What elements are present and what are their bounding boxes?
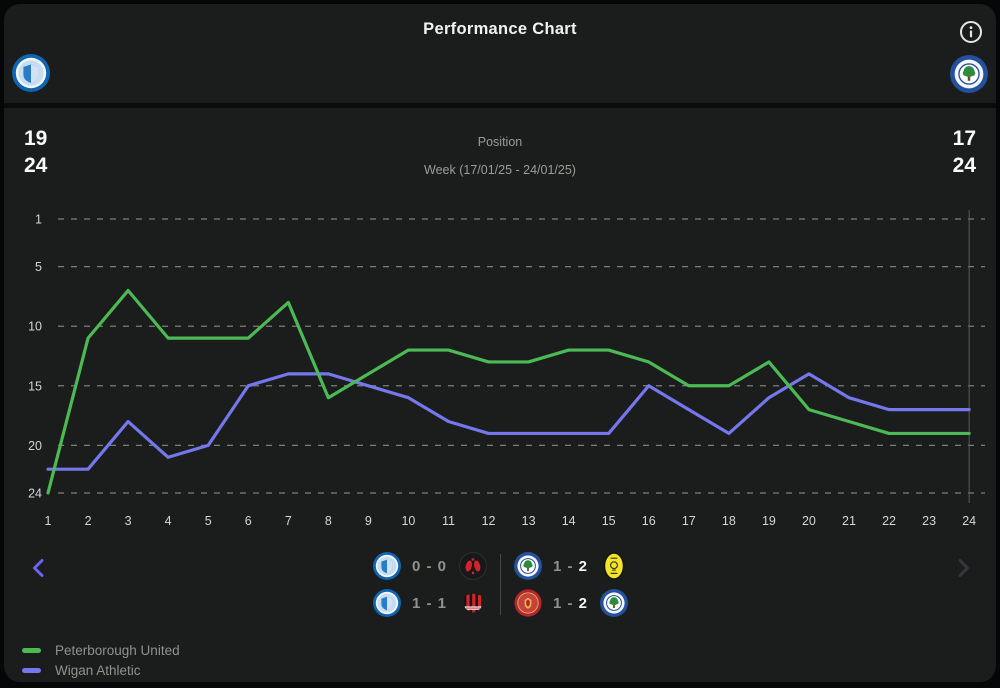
x-tick-label: 2 — [85, 514, 92, 528]
page-title: Performance Chart — [423, 20, 577, 38]
y-tick-label: 5 — [35, 260, 42, 274]
exeter-city-badge — [459, 589, 487, 617]
burton-albion-badge — [600, 552, 628, 580]
home-position-block: 19 24 — [24, 125, 47, 179]
x-tick-label: 7 — [285, 514, 292, 528]
x-tick-label: 9 — [365, 514, 372, 528]
peterborough-badge — [12, 54, 50, 92]
stevenage-badge — [513, 589, 542, 617]
score: 1 - 2 — [552, 557, 589, 575]
away-position: 17 — [952, 127, 976, 150]
peterborough-line-swatch — [22, 647, 41, 653]
x-tick-label: 21 — [842, 514, 856, 528]
performance-chart-card: Performance Chart 19 24 — [4, 4, 996, 682]
info-icon[interactable] — [958, 19, 984, 45]
x-tick-label: 4 — [165, 514, 172, 528]
x-axis-title: Week (17/01/25 - 24/01/25) — [424, 163, 576, 177]
away-team-results-column: 1 - 2 — [513, 552, 628, 617]
wigan-badge — [599, 589, 628, 617]
x-tick-label: 24 — [962, 514, 976, 528]
legend-item-wigan: Wigan Athletic — [22, 662, 180, 678]
score: 0 - 0 — [411, 557, 448, 575]
y-tick-label: 1 — [35, 213, 42, 227]
home-total-teams: 24 — [24, 154, 48, 177]
x-tick-label: 10 — [401, 514, 415, 528]
legend-label: Peterborough United — [55, 642, 180, 658]
x-tick-label: 8 — [325, 514, 332, 528]
x-tick-label: 18 — [722, 514, 736, 528]
peterborough-badge — [372, 589, 401, 617]
wigan-badge — [950, 55, 988, 93]
home-team-results-column: 0 - 0 — [372, 552, 487, 617]
x-tick-label: 22 — [882, 514, 896, 528]
score: 1 - 1 — [411, 594, 448, 612]
x-tick-label: 19 — [762, 514, 776, 528]
x-tick-label: 20 — [802, 514, 816, 528]
series-line-peterborough-united — [46, 288, 971, 495]
match-result: 1 - 1 — [372, 589, 487, 617]
match-result: 0 - 0 — [372, 552, 487, 580]
match-result: 1 - 2 — [513, 589, 628, 617]
away-total-teams: 24 — [952, 154, 976, 177]
legend-label: Wigan Athletic — [55, 662, 141, 678]
match-result: 1 - 2 — [513, 552, 628, 580]
peterborough-badge — [372, 552, 401, 580]
home-position: 19 — [24, 127, 48, 150]
x-tick-label: 5 — [205, 514, 212, 528]
leyton-orient-badge — [458, 552, 487, 580]
y-tick-label: 20 — [28, 439, 42, 453]
wigan-line-swatch — [22, 667, 41, 673]
x-tick-label: 14 — [562, 514, 576, 528]
legend-item-peterborough: Peterborough United — [22, 642, 180, 658]
results-column-divider — [499, 554, 501, 615]
x-tick-label: 13 — [522, 514, 536, 528]
score: 1 - 2 — [552, 594, 589, 612]
x-tick-label: 12 — [482, 514, 496, 528]
y-tick-label: 15 — [28, 379, 42, 393]
y-tick-label: 10 — [28, 320, 42, 334]
x-tick-label: 17 — [682, 514, 696, 528]
series-line-wigan-athletic — [46, 372, 971, 471]
next-week-button[interactable] — [950, 555, 976, 581]
y-axis-title: Position — [477, 135, 523, 149]
header-divider — [4, 103, 996, 108]
week-results: 0 - 0 — [4, 552, 996, 617]
wigan-badge — [513, 552, 542, 580]
x-tick-label: 15 — [602, 514, 616, 528]
y-tick-label: 24 — [28, 486, 42, 500]
x-tick-label: 6 — [245, 514, 252, 528]
x-tick-label: 16 — [642, 514, 656, 528]
prev-week-button[interactable] — [26, 555, 52, 581]
x-tick-label: 11 — [442, 514, 455, 528]
x-tick-label: 1 — [45, 514, 52, 528]
x-tick-label: 3 — [125, 514, 132, 528]
chart-legend: Peterborough United Wigan Athletic — [22, 642, 180, 678]
x-tick-label: 23 — [922, 514, 936, 528]
away-position-block: 17 24 — [953, 125, 976, 179]
